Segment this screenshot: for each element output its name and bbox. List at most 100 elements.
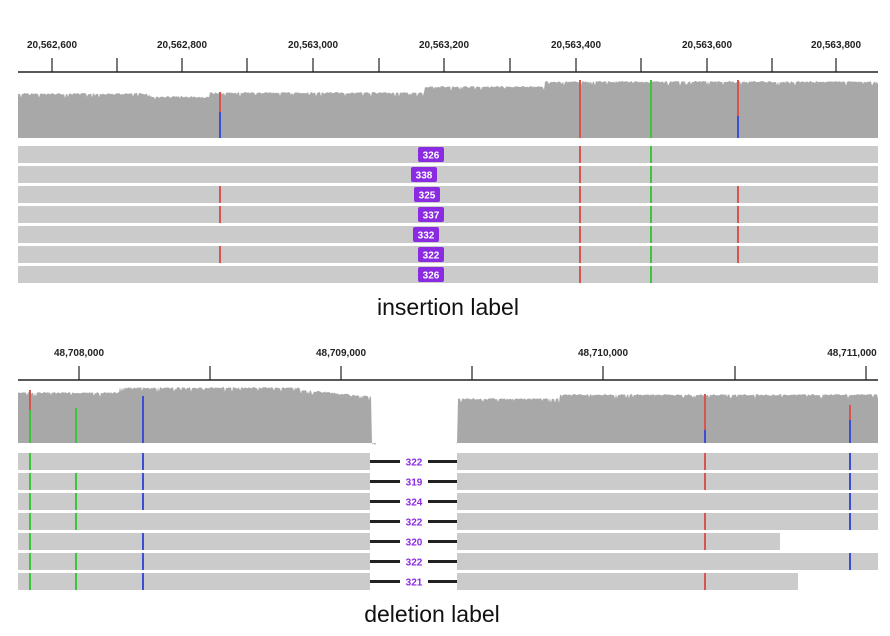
read-mismatch-mark [579, 246, 581, 263]
read-mismatch-mark [142, 493, 144, 510]
deletion-size-label: 322 [406, 518, 423, 529]
coverage-mismatch-mark [75, 408, 77, 443]
read-mismatch-mark [29, 533, 31, 550]
read-mismatch-mark [579, 206, 581, 223]
read-mismatch-mark [650, 166, 652, 183]
insertion-size-label: 325 [419, 191, 436, 202]
aligned-read [18, 246, 878, 263]
ruler-tick-label: 20,563,800 [811, 40, 861, 51]
read-mismatch-mark [704, 573, 706, 590]
deletion-size-label: 322 [406, 558, 423, 569]
ruler-tick-label: 48,709,000 [316, 348, 366, 359]
ruler-tick-label: 20,562,600 [27, 40, 77, 51]
read-mismatch-mark [704, 513, 706, 530]
deletion-panel: 48,708,000 48,709,000 48,710,000 48,711,… [18, 348, 878, 627]
coverage-mismatch-mark [219, 92, 221, 112]
aligned-read-right [457, 453, 878, 470]
read-mismatch-mark [75, 473, 77, 490]
deletion-read-track: 322319324322320322321 [18, 453, 878, 590]
read-mismatch-mark [650, 246, 652, 263]
read-mismatch-mark [29, 553, 31, 570]
read-mismatch-mark [849, 473, 851, 490]
aligned-read [18, 146, 878, 163]
read-mismatch-mark [849, 453, 851, 470]
read-mismatch-mark [579, 186, 581, 203]
read-mismatch-mark [579, 226, 581, 243]
read-mismatch-mark [75, 493, 77, 510]
coverage-mismatch-mark [849, 420, 851, 443]
coverage-mismatch-mark [219, 112, 221, 138]
read-mismatch-mark [849, 493, 851, 510]
aligned-read-right [457, 493, 878, 510]
read-mismatch-mark [142, 553, 144, 570]
read-mismatch-mark [579, 166, 581, 183]
coverage-histogram [18, 387, 878, 445]
insertion-size-label: 337 [423, 211, 440, 222]
deletion-size-label: 319 [406, 478, 423, 489]
coverage-mismatch-mark [704, 430, 706, 443]
ruler-tick-label: 48,710,000 [578, 348, 628, 359]
aligned-read-left [18, 473, 370, 490]
aligned-read [18, 186, 878, 203]
ruler-tick-label: 20,563,400 [551, 40, 601, 51]
aligned-read-left [18, 493, 370, 510]
read-mismatch-mark [704, 473, 706, 490]
read-mismatch-mark [579, 146, 581, 163]
deletion-coverage-track [18, 387, 878, 445]
read-mismatch-mark [142, 453, 144, 470]
ruler-tick-label: 20,562,800 [157, 40, 207, 51]
aligned-read-right [457, 473, 878, 490]
read-mismatch-mark [219, 206, 221, 223]
read-mismatch-mark [142, 573, 144, 590]
coverage-mismatch-mark [737, 80, 739, 116]
coverage-mismatch-mark [29, 390, 31, 410]
deletion-size-label: 321 [406, 578, 423, 589]
ruler-tick-label: 20,563,600 [682, 40, 732, 51]
insertion-read-track: 326 338 325 337 332 322 326 [18, 146, 878, 283]
read-mismatch-mark [737, 226, 739, 243]
coverage-mismatch-mark [704, 394, 706, 430]
read-mismatch-mark [142, 533, 144, 550]
aligned-read-left [18, 533, 370, 550]
read-mismatch-mark [219, 186, 221, 203]
read-mismatch-mark [849, 513, 851, 530]
aligned-read [18, 226, 878, 243]
read-mismatch-mark [737, 246, 739, 263]
coverage-histogram [18, 81, 878, 138]
read-mismatch-mark [650, 266, 652, 283]
deletion-ruler: 48,708,000 48,709,000 48,710,000 48,711,… [18, 348, 878, 380]
insertion-size-label: 322 [423, 251, 440, 262]
aligned-read-right [457, 513, 878, 530]
read-mismatch-mark [650, 206, 652, 223]
read-mismatch-mark [650, 226, 652, 243]
aligned-read [18, 206, 878, 223]
ruler-tick-label: 48,711,000 [827, 348, 877, 359]
coverage-mismatch-mark [650, 80, 652, 138]
aligned-read-left [18, 553, 370, 570]
deletion-caption: deletion label [364, 601, 500, 627]
read-mismatch-mark [142, 473, 144, 490]
insertion-panel: 20,562,600 20,562,800 20,563,000 20,563,… [18, 40, 878, 320]
read-mismatch-mark [29, 473, 31, 490]
read-mismatch-mark [704, 453, 706, 470]
deletion-size-label: 320 [406, 538, 423, 549]
read-mismatch-mark [29, 493, 31, 510]
read-mismatch-mark [650, 146, 652, 163]
ruler-tick-label: 20,563,000 [288, 40, 338, 51]
read-mismatch-mark [219, 246, 221, 263]
ruler-tick-label: 48,708,000 [54, 348, 104, 359]
insertion-size-label: 332 [418, 231, 435, 242]
read-mismatch-mark [75, 573, 77, 590]
read-mismatch-mark [29, 573, 31, 590]
aligned-read-left [18, 513, 370, 530]
coverage-mismatch-mark [737, 116, 739, 138]
insertion-caption: insertion label [377, 294, 519, 320]
coverage-mismatch-mark [29, 410, 31, 443]
insertion-size-label: 338 [416, 171, 433, 182]
read-mismatch-mark [29, 453, 31, 470]
aligned-read-right [457, 533, 780, 550]
aligned-read [18, 266, 878, 283]
read-mismatch-mark [29, 513, 31, 530]
insertion-ruler: 20,562,600 20,562,800 20,563,000 20,563,… [18, 40, 878, 72]
